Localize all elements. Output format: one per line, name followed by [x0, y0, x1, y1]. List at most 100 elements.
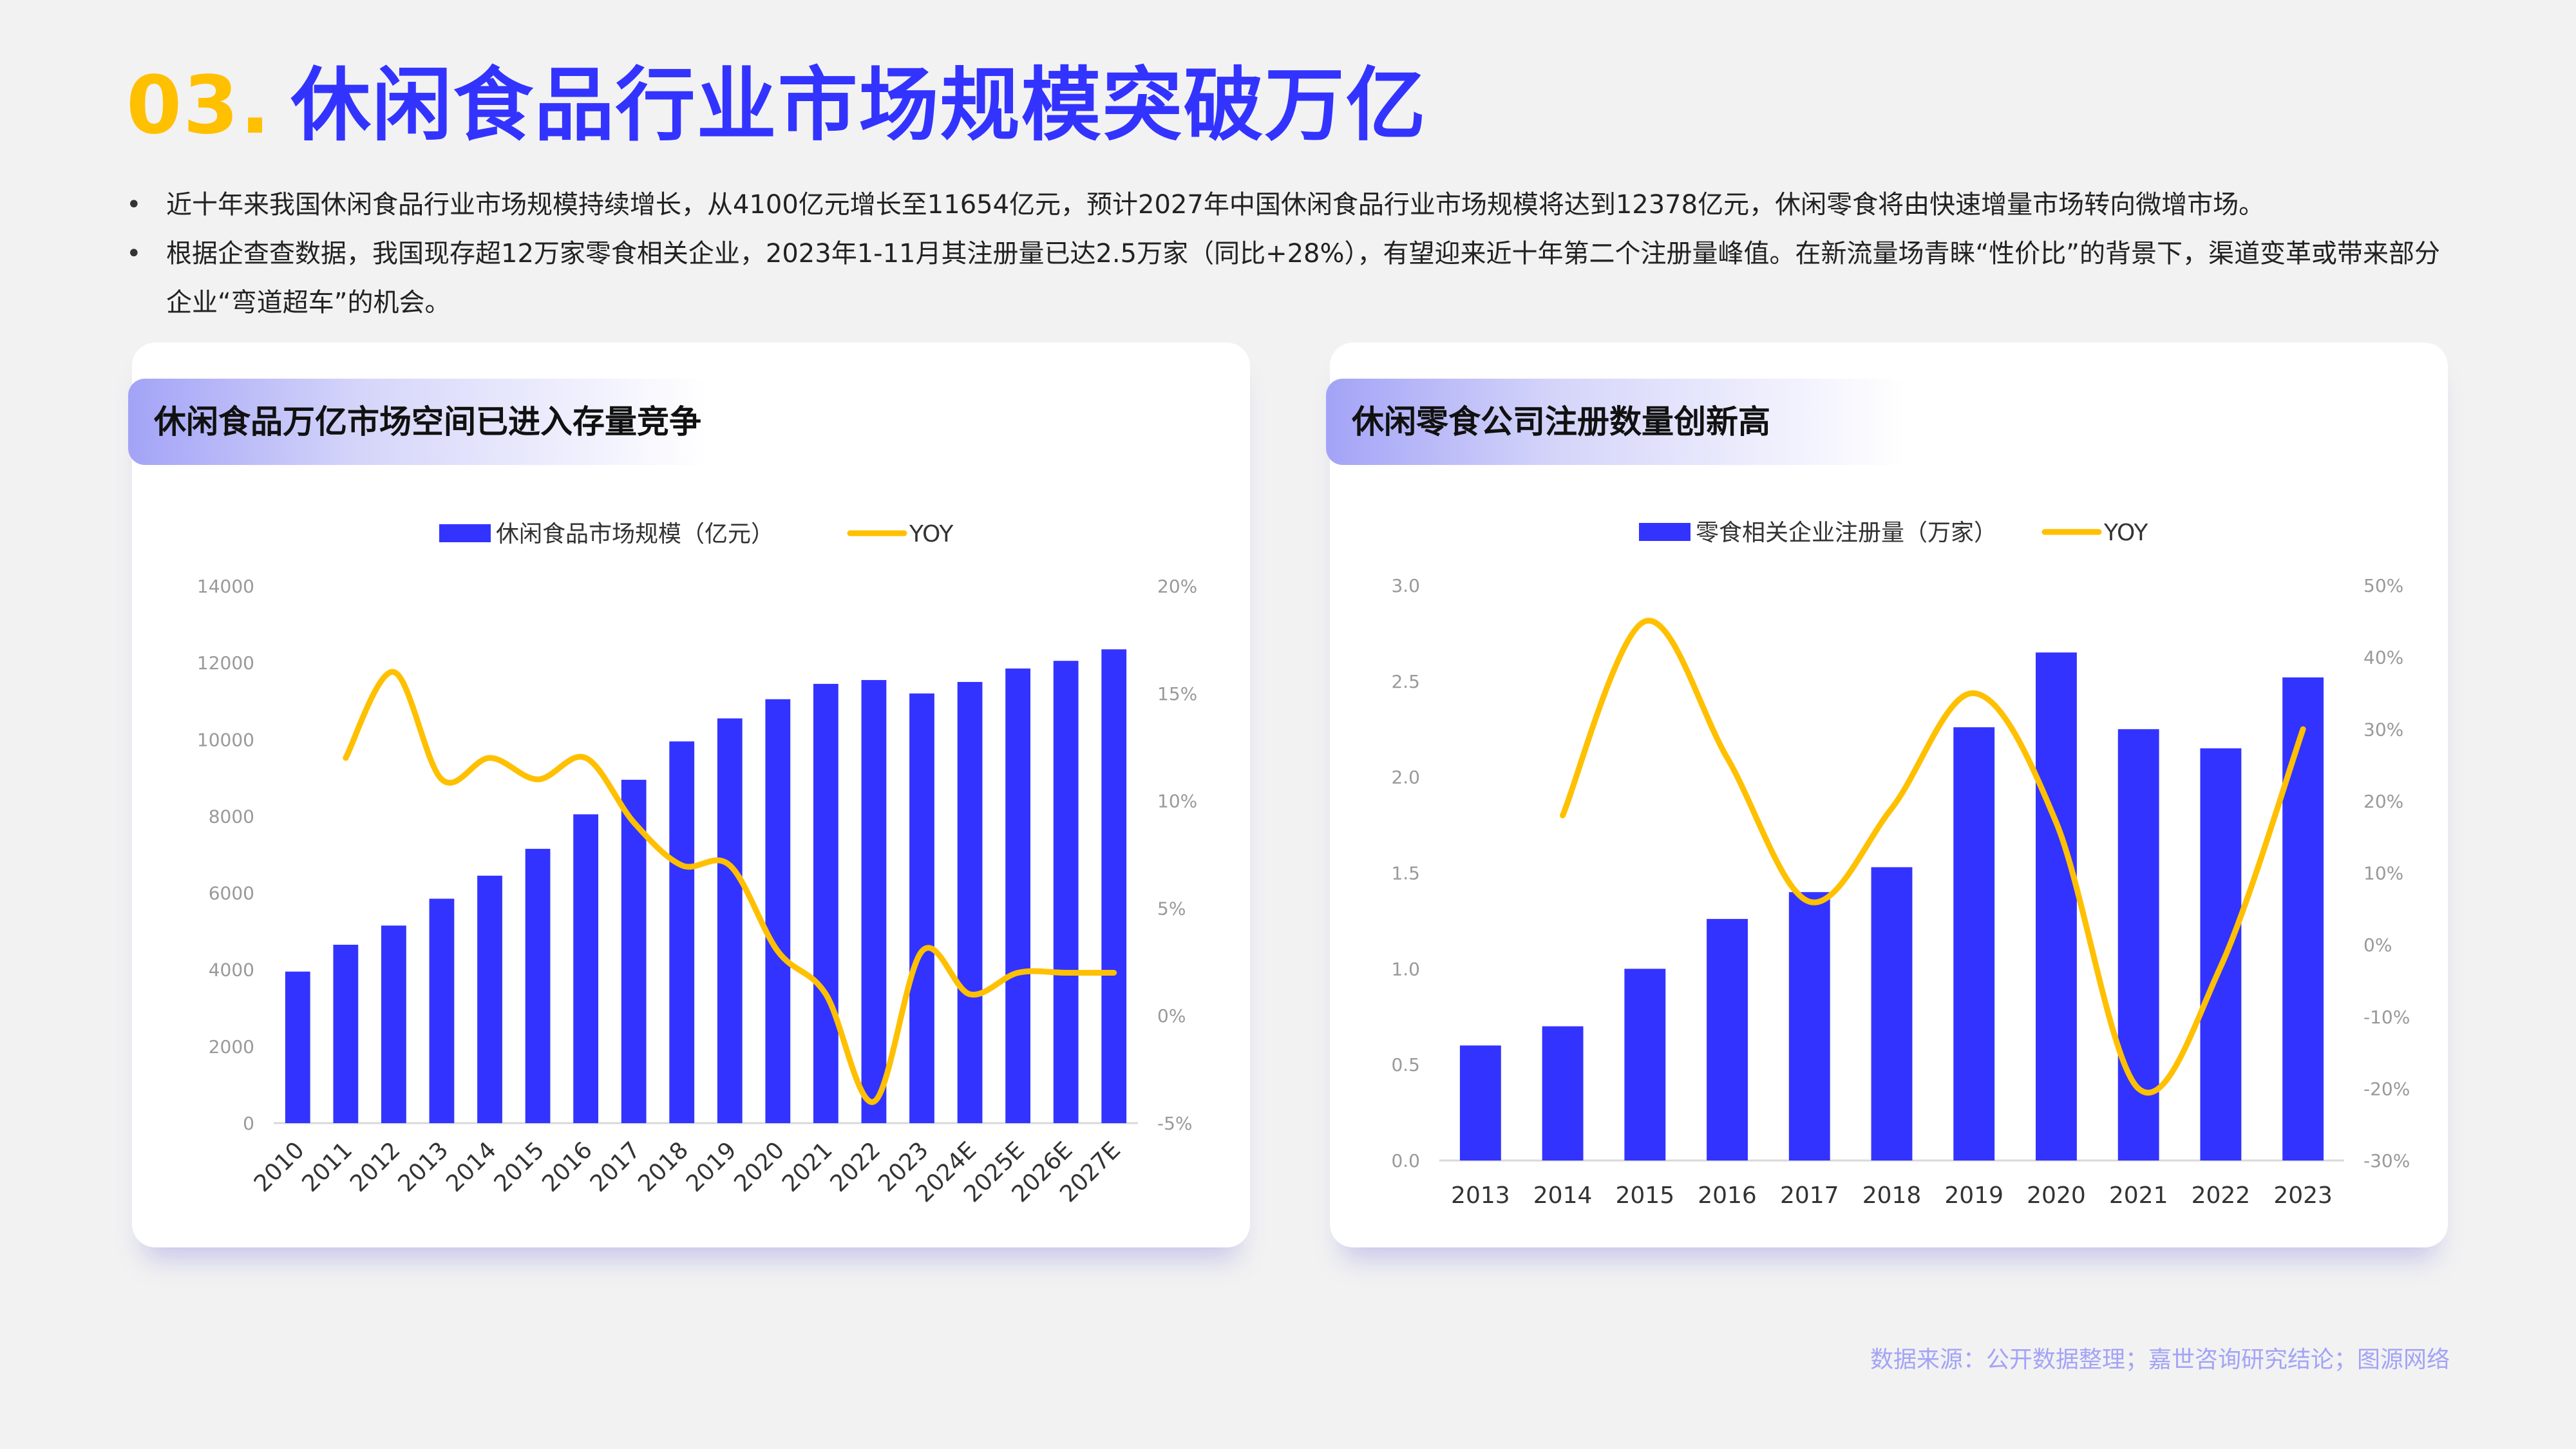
market-size-chart: 0 2000 4000 6000 8000 10000 12000 14000 -5% 0% 5% 1…	[197, 521, 1197, 1208]
x-tick-label: 2016	[537, 1137, 598, 1197]
bar	[717, 718, 743, 1123]
yoy-series-line	[1560, 618, 2306, 1096]
y-right-tick-label: 50%	[2363, 575, 2403, 596]
y-right-tick-label: -30%	[2363, 1150, 2410, 1171]
bar	[1624, 969, 1666, 1160]
y-left-tick-label: 2000	[209, 1036, 254, 1057]
bar	[1005, 668, 1030, 1123]
x-tick-label: 2018	[633, 1137, 694, 1197]
y-left-tick-label: 1.0	[1391, 958, 1420, 980]
bar	[813, 683, 838, 1123]
y-left-tick-label: 0.0	[1391, 1150, 1420, 1171]
legend-label: YOY	[909, 521, 954, 547]
bar	[1707, 918, 1748, 1160]
bar	[1101, 649, 1127, 1123]
x-tick-label: 2019	[1944, 1182, 2003, 1209]
y-right-tick-label: 0%	[2363, 934, 2392, 956]
bar	[1542, 1026, 1584, 1160]
chart-title: 休闲零食公司注册数量创新高	[1352, 403, 1770, 440]
yoy-series-line	[343, 668, 1117, 1105]
legend-label: YOY	[2103, 520, 2148, 546]
bullet-list: 近十年来我国休闲食品行业市场规模持续增长，从4100亿元增长至11654亿元，预…	[126, 180, 2458, 327]
x-tick-label: 2023	[2273, 1182, 2333, 1209]
bar	[429, 898, 455, 1123]
y-right-tick-label: -20%	[2363, 1078, 2410, 1099]
bar	[2117, 729, 2159, 1160]
x-tick-label: 2013	[1451, 1182, 1510, 1209]
x-tick-label: 2018	[1862, 1182, 1922, 1209]
legend-label: 零食相关企业注册量（万家）	[1696, 520, 1997, 546]
y-right-tick-label: 20%	[1157, 576, 1197, 597]
bar	[765, 699, 791, 1123]
legend-swatch-bar	[439, 524, 491, 542]
bar	[957, 681, 983, 1123]
x-tick-label: 2019	[681, 1137, 742, 1197]
y-left-tick-label: 0	[243, 1113, 254, 1134]
bar	[2200, 748, 2242, 1160]
bar	[477, 875, 502, 1123]
y-left-tick-label: 4000	[209, 960, 254, 981]
y-left-tick-label: 14000	[197, 576, 254, 597]
bar	[573, 814, 598, 1123]
x-tick-label: 2021	[2109, 1182, 2168, 1209]
x-tick-label: 2022	[826, 1137, 886, 1197]
x-tick-label: 2017	[1780, 1182, 1839, 1209]
x-tick-label: 2022	[2192, 1182, 2251, 1209]
bar	[1459, 1045, 1501, 1160]
y-left-tick-label: 2.0	[1391, 767, 1420, 788]
bar	[2036, 652, 2077, 1160]
bar	[1788, 892, 1830, 1160]
data-source: 数据来源：公开数据整理；嘉世咨询研究结论；图源网络	[1870, 1347, 2450, 1373]
y-left-tick-label: 12000	[197, 652, 254, 674]
bar	[1871, 867, 1913, 1160]
x-tick-label: 2012	[345, 1137, 406, 1197]
y-right-tick-label: 20%	[2363, 791, 2403, 812]
bar	[333, 944, 359, 1123]
bullet-item: 根据企查查数据，我国现存超12万家零食相关企业，2023年1-11月其注册量已达…	[126, 229, 2458, 327]
chart-header: 休闲食品万亿市场空间已进入存量竞争	[128, 379, 708, 465]
bar	[381, 925, 406, 1123]
registration-chart: 0.0 0.5 1.0 1.5 2.0 2.5 3.0 -30% -20% -10% 0% 10% 20…	[1391, 520, 2410, 1209]
y-left-tick-label: 3.0	[1391, 575, 1420, 596]
chart-panel-registrations: 休闲零食公司注册数量创新高 0.0 0.5 1.0 1.5 2.0 2.5 3.0 -30% -…	[1326, 343, 2448, 1247]
bullet-item: 近十年来我国休闲食品行业市场规模持续增长，从4100亿元增长至11654亿元，预…	[126, 180, 2458, 229]
bar	[525, 849, 551, 1123]
y-right-tick-label: -5%	[1157, 1113, 1193, 1134]
x-tick-label: 2016	[1698, 1182, 1757, 1209]
x-tick-label: 2010	[249, 1137, 310, 1197]
y-right-tick-label: 0%	[1157, 1005, 1186, 1027]
y-left-tick-label: 6000	[209, 883, 254, 904]
bar	[621, 779, 647, 1123]
bar	[909, 693, 934, 1123]
x-tick-label: 2013	[393, 1137, 454, 1197]
chart-header: 休闲零食公司注册数量创新高	[1326, 379, 1906, 465]
legend-swatch-bar	[1639, 523, 1690, 541]
legend-label: 休闲食品市场规模（亿元）	[496, 521, 774, 547]
x-tick-label: 2017	[585, 1137, 646, 1197]
bar	[1053, 661, 1079, 1123]
y-right-tick-label: 40%	[2363, 647, 2403, 668]
bar	[2282, 677, 2324, 1160]
x-tick-label: 2020	[2027, 1182, 2086, 1209]
x-tick-label: 2011	[297, 1137, 357, 1197]
x-tick-label: 2014	[1533, 1182, 1593, 1209]
section-number: 03.	[126, 59, 272, 152]
chart-panel-market-size: 休闲食品万亿市场空间已进入存量竞争 0 2000 4000 6000 8000 10000…	[128, 343, 1250, 1247]
y-left-tick-label: 1.5	[1391, 863, 1420, 884]
chart-title: 休闲食品万亿市场空间已进入存量竞争	[154, 403, 701, 440]
bar	[1953, 727, 1995, 1160]
y-right-tick-label: 10%	[1157, 791, 1197, 812]
page-title: 03. 休闲食品行业市场规模突破万亿	[126, 40, 1427, 156]
bar	[285, 971, 310, 1123]
y-left-tick-label: 0.5	[1391, 1054, 1420, 1075]
y-left-tick-label: 8000	[209, 806, 254, 827]
y-right-tick-label: 30%	[2363, 719, 2403, 740]
x-tick-label: 2015	[1616, 1182, 1675, 1209]
bar	[861, 679, 887, 1123]
bar	[669, 741, 695, 1123]
section-title: 休闲食品行业市场规模突破万亿	[290, 59, 1427, 152]
x-tick-label: 2015	[489, 1137, 550, 1197]
y-left-tick-label: 10000	[197, 729, 254, 750]
y-right-tick-label: -10%	[2363, 1007, 2410, 1028]
y-left-tick-label: 2.5	[1391, 671, 1420, 692]
